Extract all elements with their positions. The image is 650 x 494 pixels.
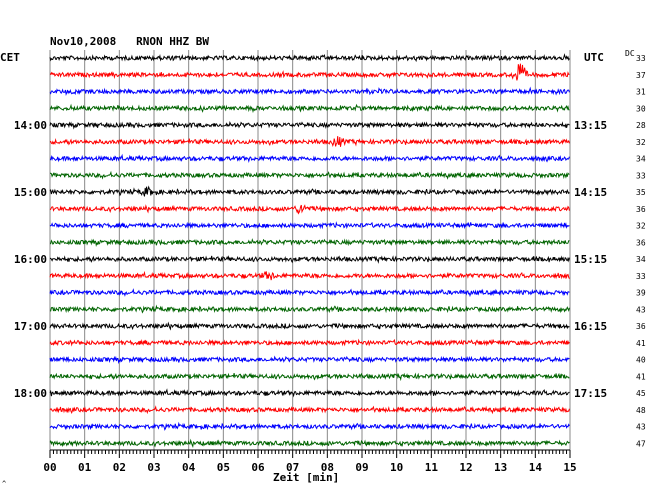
trace-line [49,372,570,382]
x-tick-label: 00 [43,461,56,474]
dc-value-label: 35 [636,188,646,197]
dc-value-label: 36 [636,205,646,214]
trace-line [49,204,570,215]
dc-value-label: 34 [636,255,646,264]
dc-value-label: 34 [636,155,646,164]
left-time-label: 17:00 [14,320,47,333]
dc-value-label: 48 [636,406,646,415]
x-tick-label: 07 [286,461,299,474]
x-tick-label: 09 [355,461,368,474]
right-time-label: 17:15 [574,387,607,400]
dc-value-label: 39 [636,289,646,298]
dc-value-label: 30 [636,104,646,113]
x-tick-label: 10 [390,461,403,474]
x-tick-label: 14 [529,461,543,474]
x-tick-label: 13 [494,461,507,474]
dc-value-label: 33 [636,54,646,63]
dc-value-label: 41 [636,339,646,348]
left-time-label: 15:00 [14,186,47,199]
dc-value-label: 45 [636,389,646,398]
dc-value-label: 33 [636,272,646,281]
dc-value-label: 36 [636,322,646,331]
x-tick-label: 05 [217,461,230,474]
trace-line [49,304,570,314]
x-axis: 00 01 02 03 04 05 06 07 08 09 10 11 12 13 14 15 [43,449,577,474]
x-tick-label: 15 [563,461,576,474]
trace-line [49,86,570,96]
minute-grid [49,50,571,450]
dc-value-label: 47 [636,439,646,448]
dc-value-label: 32 [636,222,646,231]
trace-line [49,238,570,247]
trace-line [49,388,570,398]
trace-line [49,120,570,130]
corner-mark: ^ [2,480,6,488]
trace-line [50,170,570,180]
x-tick-label: 11 [425,461,439,474]
right-time-label: 15:15 [574,253,607,266]
trace-line [49,405,570,415]
x-tick-label: 02 [113,461,126,474]
x-tick-label: 12 [459,461,472,474]
right-timezone-label: UTC [584,51,604,64]
dc-value-label: 33 [636,171,646,180]
trace-line [49,185,570,197]
left-time-labels: 14:00 15:00 16:00 17:00 18:00 [14,119,47,400]
x-tick-label: 01 [78,461,92,474]
right-time-label: 14:15 [574,186,607,199]
x-axis-label: Zeit [min] [273,471,339,484]
trace-line [49,421,570,431]
trace-line [49,288,570,298]
dc-value-label: 40 [636,356,646,365]
dc-header-label: DC [625,49,635,58]
x-tick-label: 04 [182,461,196,474]
dc-value-label: 43 [636,305,646,314]
right-time-label: 13:15 [574,119,607,132]
left-time-label: 14:00 [14,119,47,132]
left-time-label: 18:00 [14,387,47,400]
trace-line [49,270,570,281]
dc-value-label: 31 [636,88,646,97]
dc-value-label: 43 [636,423,646,432]
right-time-label: 16:15 [574,320,607,333]
chart-title: Nov10,2008 RNON HHZ BW [50,35,209,48]
trace-line [49,321,570,331]
x-tick-label: 03 [147,461,160,474]
trace-line [49,53,570,63]
dc-value-label: 41 [636,372,646,381]
dc-value-label: 28 [636,121,646,130]
x-tick-label: 06 [251,461,265,474]
trace-lines [49,53,570,448]
trace-line [49,255,570,264]
dc-value-label: 36 [636,238,646,247]
left-time-label: 16:00 [14,253,47,266]
dc-value-labels: 33 37 31 30 28 32 34 33 35 36 32 36 34 33 39 43 36 41 40 41… [636,54,646,448]
trace-line [49,153,570,163]
dc-value-label: 37 [636,71,646,80]
x-tick-label: 08 [321,461,334,474]
trace-line [49,221,570,230]
trace-line [49,355,570,365]
trace-line [49,103,570,114]
trace-line [49,63,570,81]
left-timezone-label: CET [0,51,20,64]
trace-line [49,136,570,148]
dc-value-label: 32 [636,138,646,147]
trace-line [49,438,570,448]
right-time-labels: 13:15 14:15 15:15 16:15 17:15 [574,119,607,400]
trace-line [49,338,570,347]
